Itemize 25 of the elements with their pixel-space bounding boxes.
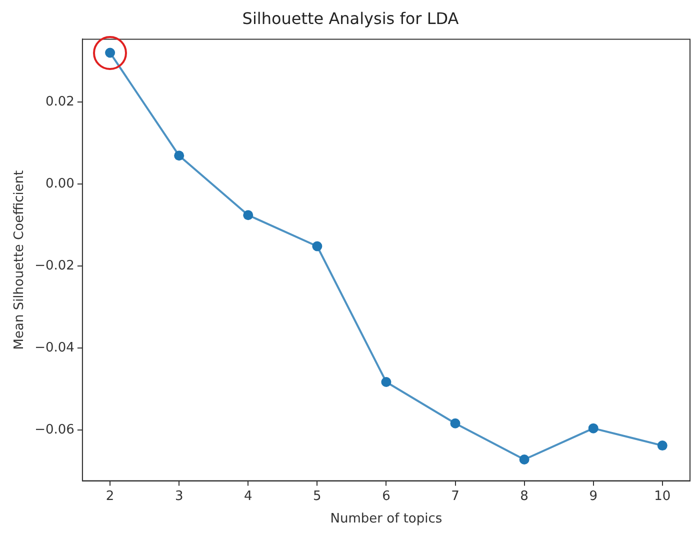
y-axis-title: Mean Silhouette Coefficient: [12, 170, 28, 350]
x-tick-label: 2: [106, 488, 114, 504]
x-axis-title: Number of topics: [330, 512, 442, 527]
x-tick-label: 5: [313, 488, 322, 504]
y-tick-label: 0.02: [45, 94, 74, 110]
y-tick-label: −0.02: [34, 258, 74, 274]
y-tick-label: −0.04: [34, 340, 74, 356]
x-tick-label: 7: [451, 488, 460, 504]
point: [381, 376, 392, 387]
y-tick-label: −0.06: [34, 422, 74, 438]
x-tick-label: 10: [654, 488, 671, 504]
point: [588, 423, 598, 434]
x-tick-label: 6: [382, 488, 390, 504]
point: [657, 440, 668, 451]
x-tick-label: 4: [244, 488, 252, 504]
point: [519, 454, 530, 464]
point: [174, 150, 184, 161]
y-tick-label: 0.00: [45, 176, 74, 192]
x-tick-label: 9: [589, 488, 598, 504]
x-tick-label: 8: [520, 488, 528, 504]
point: [243, 210, 254, 220]
point: [450, 418, 460, 428]
chart-title: Silhouette Analysis for LDA: [242, 8, 459, 28]
point: [312, 241, 322, 252]
x-tick-label: 3: [174, 488, 184, 504]
